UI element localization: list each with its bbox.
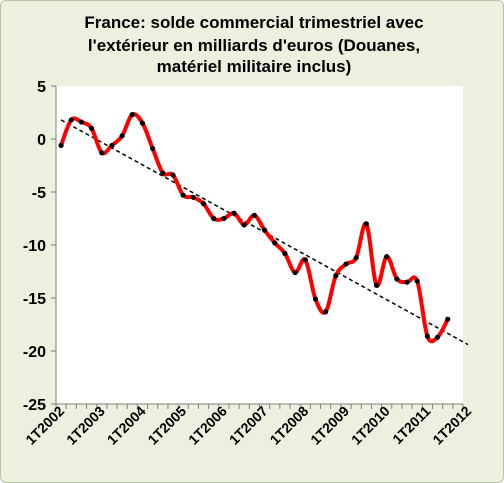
data-point (231, 210, 237, 216)
data-point (333, 273, 339, 279)
data-point (445, 316, 451, 322)
data-point (424, 333, 430, 339)
x-tick-label: 1T2011 (389, 403, 433, 447)
data-point (109, 142, 115, 148)
x-tick-label: 1T2009 (307, 403, 352, 448)
data-point (200, 201, 207, 207)
chart-title-line-1: France: solde commercial trimestriel ave… (84, 13, 423, 32)
data-point (272, 240, 278, 246)
x-tick-label: 1T2004 (104, 403, 149, 448)
data-point (180, 192, 186, 198)
data-point (323, 309, 329, 315)
plot-area (56, 86, 463, 404)
data-point (343, 261, 349, 267)
chart-title-line-2: l'extérieur en milliards d'euros (Douane… (88, 36, 420, 55)
x-tick-label: 1T2007 (226, 403, 271, 448)
data-point (119, 133, 125, 139)
data-point (251, 212, 258, 218)
y-tick-label: 5 (37, 79, 46, 96)
y-tick-label: 0 (37, 132, 46, 149)
data-point (170, 172, 176, 178)
x-tick-label: 1T2005 (144, 403, 189, 448)
data-point (89, 125, 95, 131)
x-tick-label: 1T2003 (63, 403, 108, 448)
data-point (434, 334, 441, 340)
data-point (353, 255, 359, 261)
data-point (373, 282, 380, 288)
data-point (58, 142, 64, 148)
data-point (241, 222, 247, 228)
data-point (211, 215, 217, 222)
data-point (139, 120, 146, 126)
data-point (160, 170, 166, 176)
data-point (384, 254, 390, 260)
data-point (302, 257, 308, 263)
y-tick-label: -15 (23, 291, 46, 308)
data-point (221, 215, 227, 222)
data-point (150, 145, 156, 152)
data-point (394, 276, 400, 282)
data-point (282, 250, 288, 257)
x-tick-label: 1T2008 (267, 403, 312, 448)
data-point (68, 117, 74, 123)
data-point (414, 278, 420, 284)
data-point (129, 112, 135, 118)
chart-title-line-3: matériel militaire inclus) (157, 57, 352, 76)
y-tick-label: -25 (23, 397, 46, 414)
x-tick-label: 1T2006 (185, 403, 230, 448)
x-tick-label: 1T2012 (429, 403, 474, 448)
data-point (363, 221, 369, 227)
y-tick-label: -5 (32, 185, 46, 202)
x-tick-label: 1T2010 (348, 403, 393, 448)
data-point (190, 194, 196, 200)
y-tick-label: -10 (23, 238, 46, 255)
data-point (404, 279, 410, 285)
data-point (78, 119, 85, 125)
data-point (99, 150, 105, 156)
data-point (292, 269, 298, 276)
y-tick-label: -20 (23, 344, 46, 361)
data-point (312, 296, 319, 302)
data-point (261, 227, 268, 233)
